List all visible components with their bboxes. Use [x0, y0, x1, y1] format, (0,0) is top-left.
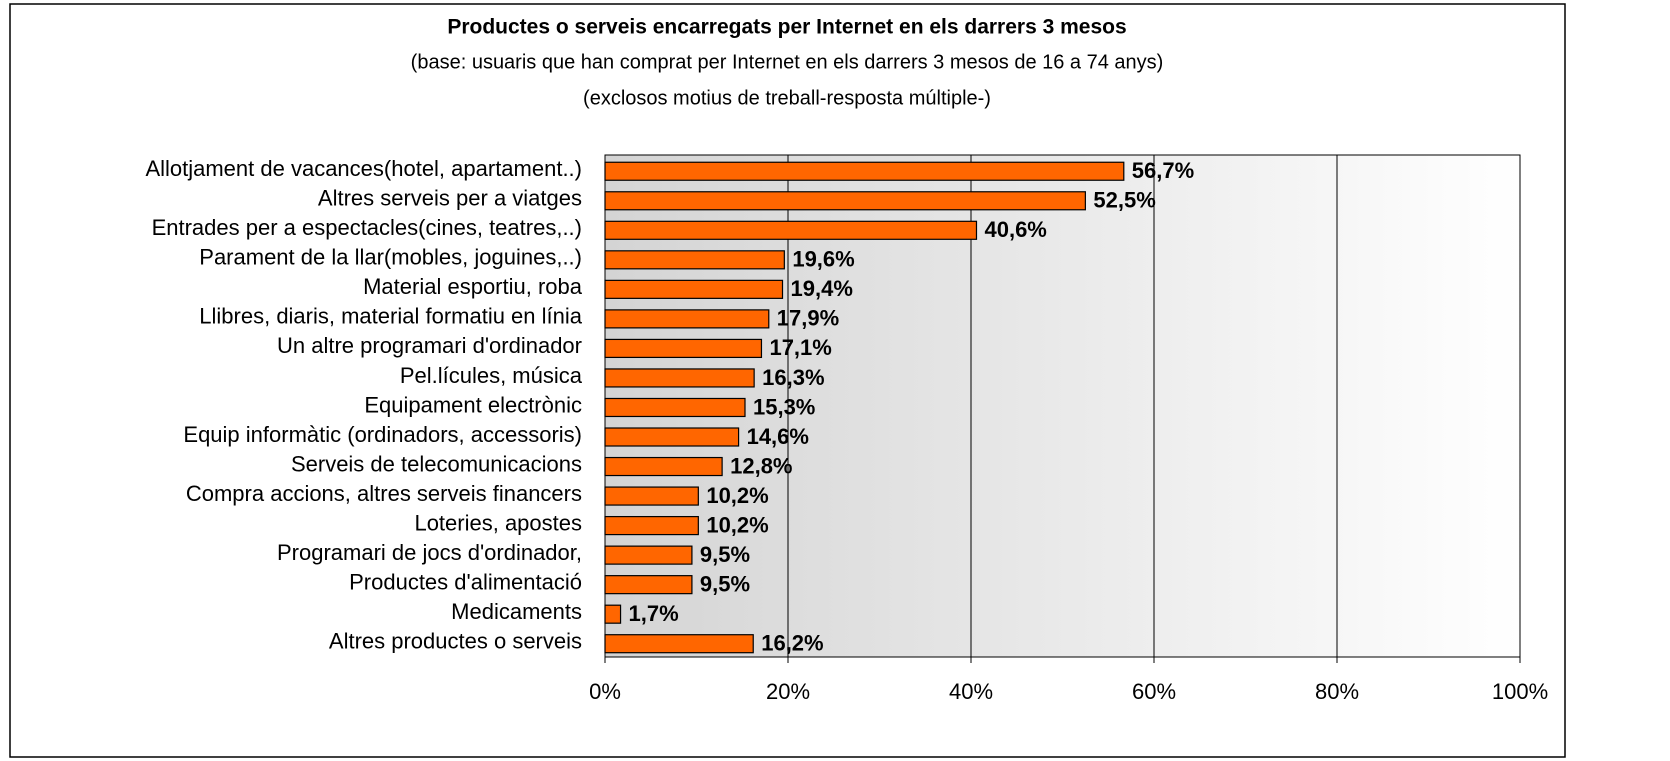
y-tick-label: Programari de jocs d'ordinador,: [277, 540, 582, 565]
chart-subtitle: (exclosos motius de treball-resposta múl…: [583, 87, 991, 109]
y-tick-label: Parament de la llar(mobles, joguines,..): [199, 245, 582, 270]
bar: [604, 575, 693, 595]
y-tick-label: Llibres, diaris, material formatiu en lí…: [199, 304, 582, 329]
value-label: 9,5%: [700, 571, 750, 596]
x-tick-label: 60%: [1132, 679, 1176, 704]
bar: [604, 427, 740, 447]
bar: [604, 456, 723, 477]
value-label: 15,3%: [753, 394, 815, 419]
bar: [604, 515, 699, 536]
value-label: 40,6%: [984, 217, 1046, 242]
value-label: 12,8%: [730, 453, 792, 478]
chart-title: Productes o serveis encarregats per Inte…: [447, 16, 1126, 39]
y-tick-label: Allotjament de vacances(hotel, apartamen…: [145, 156, 582, 181]
value-label: 52,5%: [1093, 188, 1155, 213]
value-label: 14,6%: [747, 424, 809, 449]
bar: [604, 220, 978, 240]
value-label: 9,5%: [700, 542, 750, 567]
y-tick-label: Entrades per a espectacles(cines, teatre…: [152, 215, 582, 240]
y-tick-label: Un altre programari d'ordinador: [277, 333, 582, 358]
bar: [604, 634, 754, 654]
bar: [604, 545, 693, 565]
value-label: 16,3%: [762, 365, 824, 390]
y-tick-label: Serveis de telecomunicacions: [291, 451, 582, 476]
bar: [604, 161, 1125, 181]
value-label: 17,9%: [777, 306, 839, 331]
x-tick-label: 0%: [589, 679, 621, 704]
y-tick-label: Productes d'alimentació: [349, 569, 582, 594]
y-tick-label: Medicaments: [451, 599, 582, 624]
value-label: 10,2%: [706, 483, 768, 508]
y-tick-label: Altres productes o serveis: [329, 629, 582, 654]
value-label: 17,1%: [769, 335, 831, 360]
bar: [604, 604, 622, 624]
value-label: 16,2%: [761, 631, 823, 656]
y-tick-label: Pel.lícules, música: [400, 363, 583, 388]
bar: [604, 191, 1086, 211]
bar: [604, 397, 746, 418]
bar: [604, 309, 770, 329]
y-tick-label: Altres serveis per a viatges: [318, 186, 582, 211]
value-label: 1,7%: [629, 601, 679, 626]
bar: [604, 368, 755, 388]
bar: [604, 250, 785, 270]
bar: [604, 486, 699, 506]
chart-subtitle: (base: usuaris que han comprat per Inter…: [411, 51, 1164, 73]
y-tick-label: Material esportiu, roba: [363, 274, 583, 299]
y-tick-label: Equip informàtic (ordinadors, accessoris…: [183, 422, 582, 447]
y-tick-label: Equipament electrònic: [364, 392, 582, 417]
bar: [604, 338, 763, 359]
value-label: 56,7%: [1132, 158, 1194, 183]
x-tick-label: 40%: [949, 679, 993, 704]
x-tick-label: 100%: [1492, 679, 1548, 704]
value-label: 19,6%: [792, 247, 854, 272]
y-tick-label: Compra accions, altres serveis financers: [186, 481, 582, 506]
y-tick-label: Loteries, apostes: [414, 510, 582, 535]
value-label: 19,4%: [791, 276, 853, 301]
bar: [604, 279, 784, 299]
x-tick-label: 20%: [766, 679, 810, 704]
value-label: 10,2%: [706, 512, 768, 537]
x-tick-label: 80%: [1315, 679, 1359, 704]
